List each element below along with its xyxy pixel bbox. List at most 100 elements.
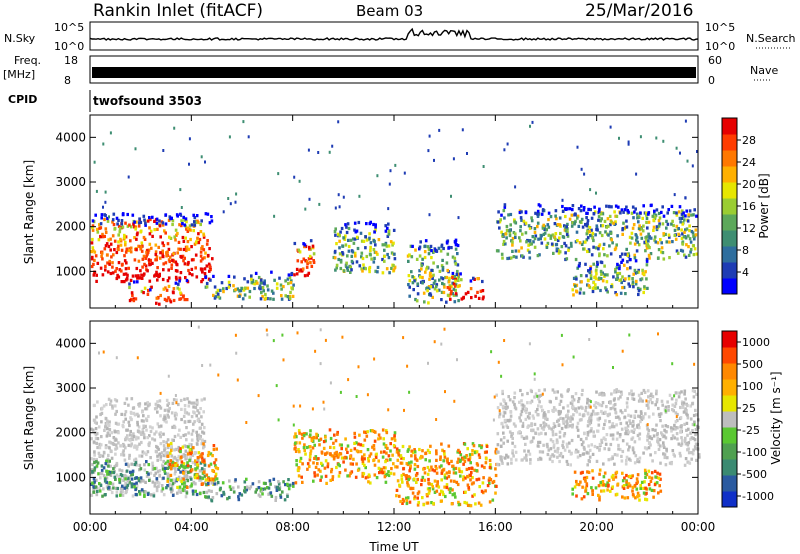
echo-cell (329, 452, 332, 456)
echo-cell (177, 247, 180, 251)
echo-cell (174, 260, 178, 264)
echo-cell (511, 400, 515, 404)
echo-cell (558, 236, 561, 240)
echo-cell (452, 157, 455, 161)
echo-cell (684, 196, 687, 200)
echo-cell (109, 464, 112, 468)
echo-cell (122, 420, 125, 424)
echo-cell (658, 472, 662, 476)
echo-cell (104, 190, 107, 194)
echo-cell (179, 447, 182, 451)
echo-cell (552, 409, 555, 413)
echo-cell (427, 285, 431, 289)
echo-cell (499, 444, 503, 448)
echo-cell (153, 473, 156, 477)
echo-cell (369, 241, 373, 245)
echo-cell (135, 248, 138, 252)
echo-cell (685, 421, 689, 425)
echo-cell (164, 213, 168, 217)
echo-cell (631, 492, 635, 497)
echo-cell (149, 229, 153, 233)
echo-cell (568, 207, 572, 211)
echo-cell (114, 477, 117, 481)
echo-cell (125, 397, 129, 401)
echo-cell (580, 242, 584, 246)
echo-cell (355, 395, 358, 398)
echo-cell (172, 478, 175, 482)
echo-cell (431, 485, 434, 489)
echo-cell (134, 435, 138, 439)
echo-cell (328, 428, 332, 432)
echo-cell (411, 450, 415, 454)
echo-cell (142, 291, 145, 295)
echo-cell (387, 470, 390, 474)
echo-cell (177, 475, 181, 479)
echo-cell (431, 276, 434, 280)
echo-cell (602, 247, 605, 251)
echo-cell (655, 423, 658, 427)
echo-cell (149, 288, 152, 292)
echo-cell (385, 472, 389, 476)
echo-cell (428, 277, 431, 281)
echo-cell (207, 262, 211, 266)
echo-cell (521, 403, 525, 407)
echo-cell (198, 437, 201, 441)
echo-cell (508, 430, 512, 434)
echo-cell (185, 411, 189, 415)
echo-cell (576, 450, 580, 454)
echo-cell (120, 269, 123, 273)
echo-cell (157, 425, 161, 429)
colorbar-segment (722, 182, 737, 199)
echo-cell (601, 212, 605, 216)
echo-cell (613, 390, 616, 394)
echo-cell (367, 480, 370, 484)
echo-cell (373, 473, 377, 477)
echo-cell (600, 440, 604, 444)
echo-cell (654, 451, 657, 455)
echo-cell (677, 210, 681, 214)
echo-cell (523, 449, 526, 453)
echo-cell (643, 286, 646, 291)
echo-cell (549, 438, 553, 442)
echo-cell (91, 219, 95, 223)
echo-cell (503, 216, 506, 220)
echo-cell (90, 241, 94, 245)
echo-cell (437, 288, 441, 292)
echo-cell (493, 395, 496, 399)
echo-cell (627, 282, 630, 286)
echo-cell (569, 401, 573, 405)
echo-cell (168, 406, 171, 411)
echo-cell (508, 398, 512, 402)
echo-cell (156, 445, 159, 450)
echo-cell (567, 409, 570, 413)
echo-cell (597, 218, 600, 222)
echo-cell (521, 424, 525, 428)
echo-cell (580, 443, 584, 447)
echo-cell (108, 459, 111, 463)
xtick-label: 20:00 (579, 520, 614, 534)
echo-cell (250, 277, 253, 281)
echo-cell (467, 467, 471, 471)
echo-cell (638, 432, 642, 436)
echo-cell (176, 286, 179, 290)
echo-cell (142, 424, 145, 428)
echo-cell (511, 449, 514, 453)
echo-cell (259, 297, 263, 301)
echo-cell (133, 280, 136, 284)
echo-cell (619, 421, 623, 426)
nave-tick-bottom: 0 (708, 74, 715, 87)
echo-cell (167, 276, 171, 280)
echo-cell (117, 475, 121, 479)
echo-cell (203, 256, 206, 260)
echo-cell (395, 450, 399, 454)
echo-cell (158, 224, 162, 228)
echo-cell (178, 276, 181, 280)
echo-cell (626, 267, 629, 271)
echo-cell (521, 407, 525, 411)
echo-cell (319, 469, 322, 473)
echo-cell (621, 232, 624, 236)
echo-cell (511, 240, 514, 244)
echo-cell (200, 219, 203, 223)
echo-cell (171, 258, 174, 262)
echo-cell (156, 227, 159, 231)
